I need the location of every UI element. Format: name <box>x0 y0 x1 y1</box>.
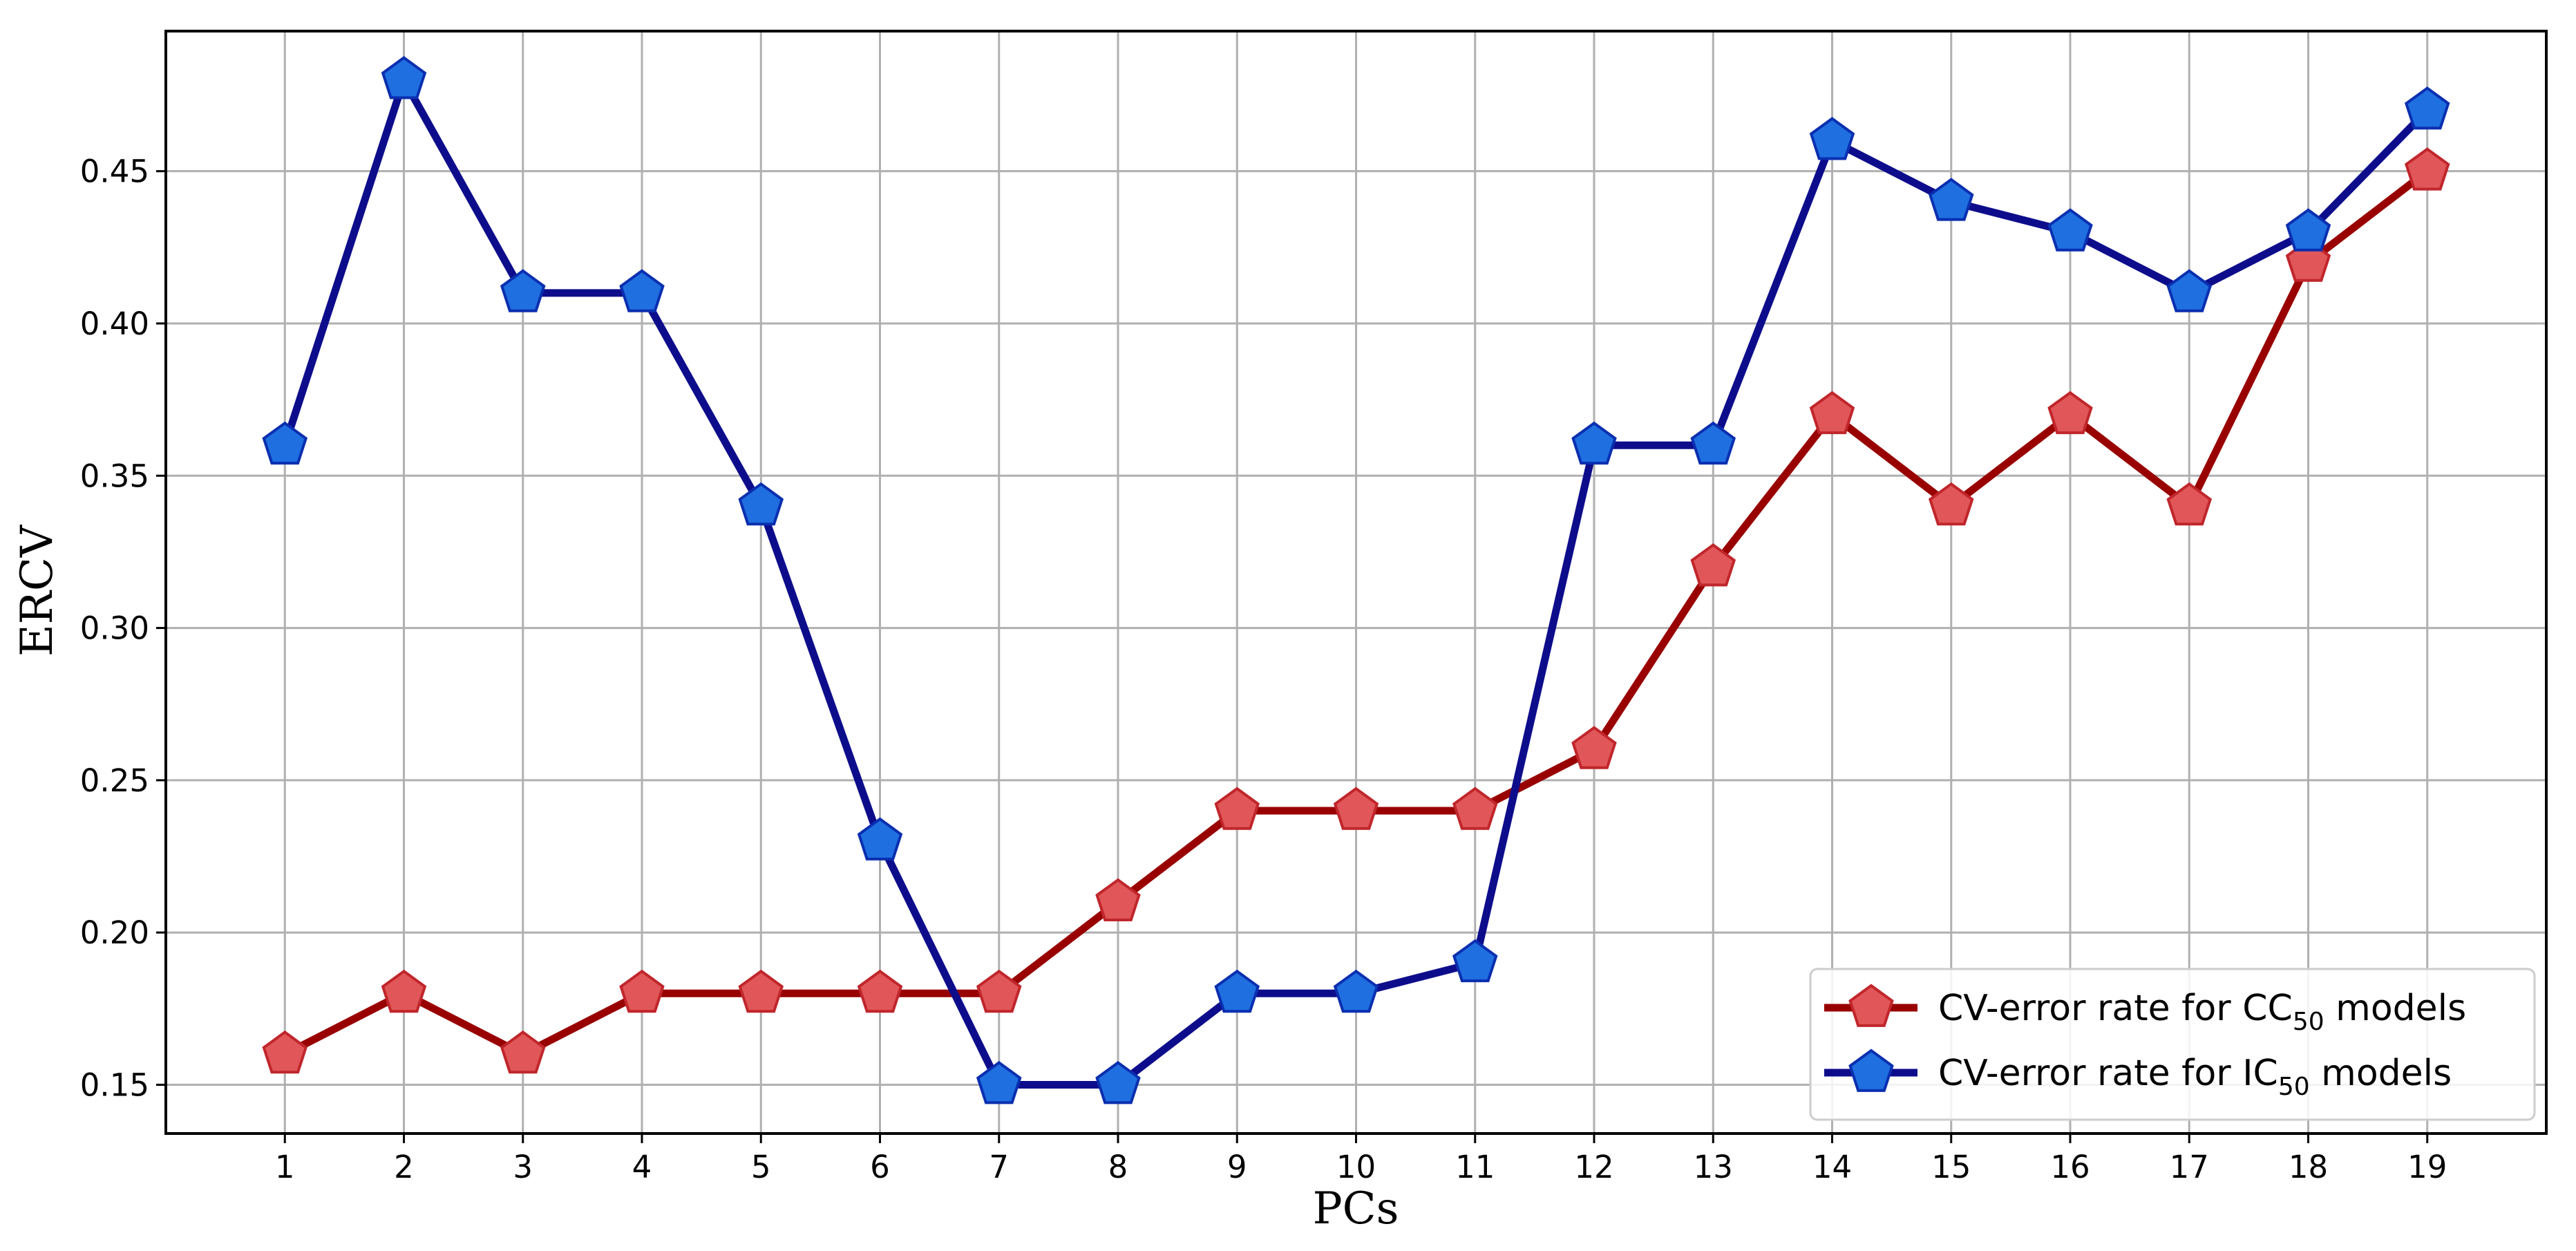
legend-label-name: CV-error rate for IC <box>1938 1053 2278 1094</box>
x-tick-label: 2 <box>394 1149 414 1185</box>
x-tick-label: 5 <box>751 1149 771 1185</box>
x-tick-label: 15 <box>1931 1149 1971 1185</box>
x-tick-label: 3 <box>513 1149 533 1185</box>
data-point <box>500 269 546 312</box>
series-cc50 <box>262 147 2450 1074</box>
x-tick-label: 14 <box>1812 1149 1852 1185</box>
x-tick-label: 17 <box>2170 1149 2209 1185</box>
x-tick-label: 19 <box>2407 1149 2447 1185</box>
data-point <box>857 969 903 1013</box>
x-tick-label: 7 <box>989 1149 1009 1185</box>
legend-label: CV-error rate for IC50 models <box>1938 1053 2452 1101</box>
y-tick-labels: 0.15 0.20 0.25 0.30 0.35 0.40 0.45 <box>80 153 149 1104</box>
data-point <box>1095 1061 1141 1104</box>
data-point <box>500 1030 546 1074</box>
legend-marker <box>1848 984 1894 1027</box>
y-tick-label: 0.25 <box>80 762 149 799</box>
y-tick-label: 0.30 <box>80 610 149 647</box>
data-point <box>2166 482 2213 526</box>
x-tick-label: 10 <box>1336 1149 1376 1185</box>
plot-frame <box>164 30 2548 1135</box>
legend-marker <box>1848 1048 1894 1092</box>
data-point <box>1690 421 1736 465</box>
data-point <box>381 969 427 1013</box>
data-point <box>1214 969 1260 1013</box>
data-point <box>976 1061 1022 1104</box>
data-point <box>1928 178 1974 221</box>
data-point <box>1571 421 1617 465</box>
data-point <box>619 269 665 312</box>
x-tick-label: 8 <box>1108 1149 1128 1185</box>
legend-label-suffix: models <box>2310 1053 2452 1094</box>
x-tick-labels: 1 2 3 4 5 6 7 8 9 10 11 12 13 14 15 16 17 18 19 <box>275 1149 2447 1185</box>
data-point <box>262 421 308 465</box>
y-tick-label: 0.40 <box>80 305 149 342</box>
y-tick-label: 0.20 <box>80 914 149 951</box>
data-point <box>1333 969 1379 1013</box>
data-point <box>262 1030 308 1074</box>
x-tick-label: 11 <box>1455 1149 1495 1185</box>
x-tick-label: 12 <box>1574 1149 1613 1185</box>
data-point <box>1452 787 1498 830</box>
legend-entry: CV-error rate for CC50 models <box>1824 984 2466 1036</box>
grid <box>156 31 2546 1143</box>
x-tick-label: 13 <box>1694 1149 1733 1185</box>
legend-label: CV-error rate for CC50 models <box>1938 988 2466 1036</box>
legend-label-suffix: models <box>2324 988 2467 1029</box>
data-point <box>1928 482 1974 526</box>
x-axis-title: PCs <box>1313 1183 1399 1234</box>
data-point <box>1214 787 1260 830</box>
data-point <box>2404 147 2450 191</box>
data-point <box>976 969 1022 1013</box>
y-axis-title: ERCV <box>12 524 63 657</box>
legend-label-name: CV-error rate for CC <box>1938 988 2293 1029</box>
data-point <box>738 969 784 1013</box>
data-point <box>857 817 903 860</box>
data-point <box>1333 787 1379 830</box>
legend-entry: CV-error rate for IC50 models <box>1824 1048 2452 1101</box>
data-point <box>2404 86 2450 130</box>
series-ic50 <box>262 56 2450 1104</box>
data-point <box>738 482 784 526</box>
x-tick-label: 4 <box>632 1149 652 1185</box>
data-point <box>2166 269 2213 312</box>
legend-box <box>1809 968 2536 1121</box>
x-tick-label: 1 <box>275 1149 295 1185</box>
data-point <box>2047 208 2093 252</box>
x-tick-label: 18 <box>2289 1149 2328 1185</box>
data-point <box>1809 117 1855 160</box>
plot-series <box>262 56 2450 1104</box>
x-tick-label: 9 <box>1227 1149 1247 1185</box>
x-tick-label: 6 <box>870 1149 890 1185</box>
x-tick-label: 16 <box>2050 1149 2090 1185</box>
data-point <box>1809 391 1855 435</box>
data-point <box>2047 391 2093 435</box>
y-tick-label: 0.15 <box>80 1067 149 1104</box>
data-point <box>1571 726 1617 769</box>
data-point <box>619 969 665 1013</box>
data-point <box>381 56 427 100</box>
legend-label-subscript: 50 <box>2293 1008 2324 1036</box>
data-point <box>1452 939 1498 983</box>
data-point <box>2285 208 2331 252</box>
data-point <box>1095 878 1141 921</box>
y-tick-label: 0.45 <box>80 153 149 190</box>
data-point <box>1690 543 1736 587</box>
legend-label-subscript: 50 <box>2278 1073 2310 1101</box>
y-tick-label: 0.35 <box>80 458 149 494</box>
